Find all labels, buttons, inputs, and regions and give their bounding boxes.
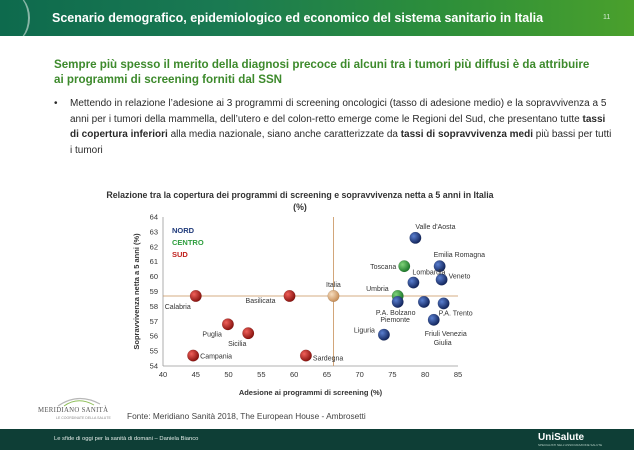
point-label-p-a-bolzano: P.A. Bolzano [376,310,416,317]
x-tick-label: 50 [224,370,232,379]
x-tick-label: 70 [355,370,363,379]
point-label-piemonte: Piemonte [380,317,410,324]
point-campania [187,349,200,362]
header-decoration [0,0,30,44]
point-label-friuli-venezia-giulia: Giulia [434,340,452,347]
point-p-a-bolzano [391,295,404,308]
meridiano-logo-sub: LE COORDINATE DELLA SALUTE [56,416,111,420]
point-label-lombardia: Lombardia [412,270,445,277]
bullet-text-part3: più bassi per tutti i tumori [70,129,612,156]
x-tick-label: 65 [323,370,331,379]
point-italia [327,289,340,303]
point-toscana [398,260,411,273]
x-axis-title: Adesione ai programmi di screening (%) [239,388,383,397]
point-label-sicilia: Sicilia [228,341,246,348]
bullet-bold-coverage: tassi di copertura inferiori [70,113,606,141]
x-tick-label: 80 [421,370,429,379]
y-axis-title: Sopravvivenza netta a 5 anni (%) [132,233,141,350]
point-emilia-romagna [433,260,446,273]
bullet-text-part2: alla media nazionale, siano anche caratt… [167,129,401,140]
footer-text: Le sfide di oggi per la sanità di domani… [54,436,199,442]
legend-item-centro: CENTRO [172,238,204,247]
y-tick-label: 63 [150,227,158,236]
bullet-marker: • [54,98,58,109]
y-tick-label: 59 [150,287,158,296]
point-label-liguria: Liguria [354,328,375,335]
point-basilicata [283,289,296,303]
point-sicilia [242,327,255,340]
point-label-p-a-trento: P.A. Trento [439,310,473,317]
point-piemonte [417,295,430,308]
y-tick-label: 58 [150,302,158,311]
point-liguria [377,328,390,341]
meridiano-logo-mark [57,397,101,407]
y-tick-label: 61 [150,257,158,266]
x-tick-label: 85 [454,370,462,379]
legend-item-nord: NORD [172,226,195,235]
point-puglia [221,318,234,331]
point-calabria [189,289,202,303]
y-tick-label: 60 [150,272,158,281]
point-valle-d-aosta [409,231,422,244]
slide-title: Scenario demografico, epidemiologico ed … [52,11,544,25]
point-p-a-trento [437,297,450,310]
y-tick-label: 64 [150,213,158,222]
point-label-sardegna: Sardegna [313,356,343,363]
point-label-toscana: Toscana [370,264,396,271]
page-number: 11 [603,14,611,21]
unisalute-logo: UniSalute [538,432,585,443]
point-sardegna [299,349,312,362]
meridiano-logo-name: MERIDIANO SANITÀ [38,407,109,414]
y-tick-label: 56 [150,332,158,341]
slide-headline: Sempre più spesso il merito della diagno… [54,58,590,86]
y-tick-label: 54 [150,362,158,371]
point-lombardia [407,276,420,289]
x-tick-label: 45 [192,370,200,379]
y-tick-label: 55 [150,347,158,356]
point-friuli-venezia-giulia [427,313,440,326]
bullet-text: Mettendo in relazione l’adesione ai 3 pr… [70,96,614,158]
point-label-campania: Campania [200,354,232,361]
x-tick-label: 60 [290,370,298,379]
chart-title: Relazione tra la copertura dei programmi… [106,190,494,212]
x-tick-label: 55 [257,370,265,379]
y-tick-label: 62 [150,242,158,251]
legend-item-sud: SUD [172,250,188,259]
bullet-paragraph: • Mettendo in relazione l’adesione ai 3 … [54,96,614,158]
point-label-basilicata: Basilicata [246,298,276,305]
x-tick-label: 75 [388,370,396,379]
x-tick-label: 40 [159,370,167,379]
point-label-italia: Italia [326,282,341,289]
point-label-calabria: Calabria [165,304,191,311]
y-tick-label: 57 [150,317,158,326]
bullet-text-part1: Mettendo in relazione l’adesione ai 3 pr… [70,98,607,125]
unisalute-logo-sub: SPECIALISTI NELL'ASSICURAZIONE SALUTE [538,443,603,447]
meridiano-sanita-logo: MERIDIANO SANITÀ LE COORDINATE DELLA SAL… [38,394,120,422]
chart-source: Fonte: Meridiano Sanità 2018, The Europe… [127,411,366,421]
point-label-puglia: Puglia [202,331,222,338]
point-label-emilia-romagna: Emilia Romagna [434,252,485,259]
point-label-friuli-venezia-giulia: Friuli Venezia [425,331,467,338]
footer-bar: Le sfide di oggi per la sanità di domani… [0,429,634,450]
header-bar: Scenario demografico, epidemiologico ed … [0,0,634,44]
point-label-valle-d-aosta: Valle d'Aosta [415,224,455,231]
point-label-veneto: Veneto [449,274,471,281]
point-label-umbria: Umbria [366,286,389,293]
bullet-bold-survival: tassi di sopravvivenza medi [400,129,533,140]
point-veneto [435,273,448,286]
